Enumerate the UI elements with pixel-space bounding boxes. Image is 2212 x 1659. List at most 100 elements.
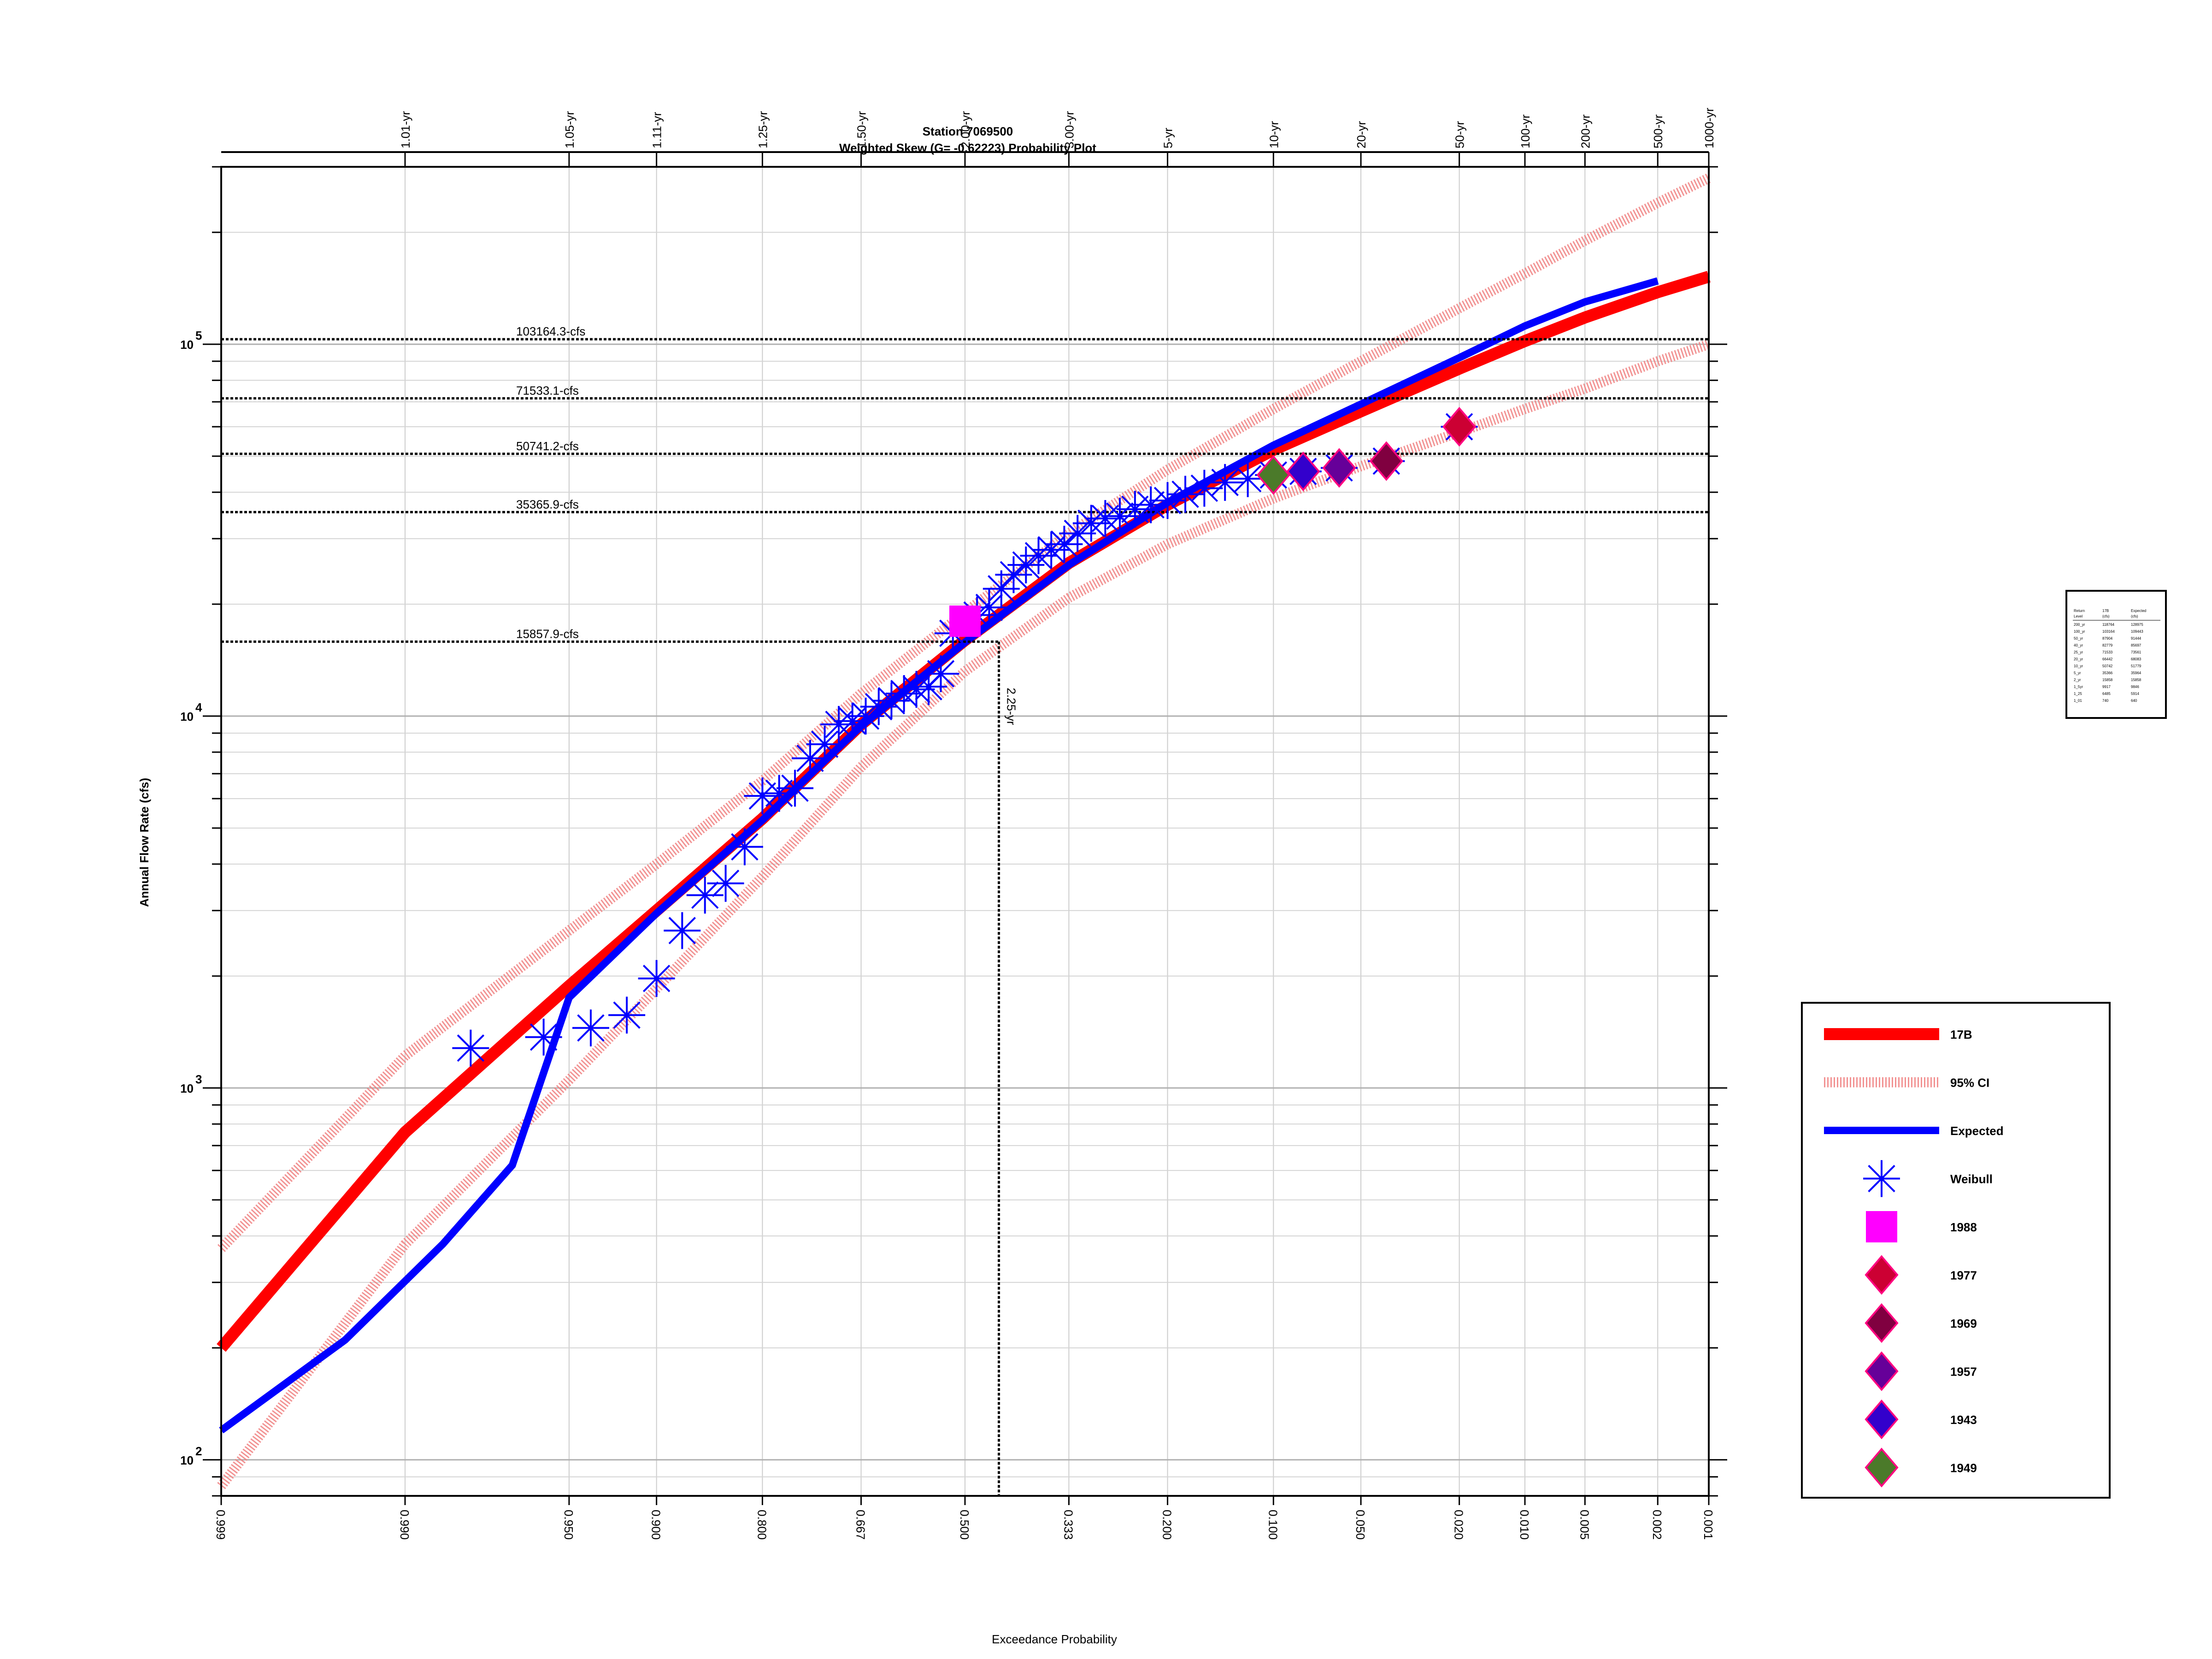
- plot-frame: [203, 151, 1727, 1505]
- table-header-cell: 17B: [2102, 609, 2109, 613]
- top-tick-label: 100-yr: [1518, 114, 1532, 148]
- table-cell: 15858: [2131, 678, 2141, 682]
- legend-swatch-diamond: [1865, 1447, 1899, 1488]
- weibull-point: [1101, 497, 1139, 535]
- x-tick-label: 0.333: [1061, 1510, 1075, 1540]
- marker-1949: [1256, 455, 1290, 495]
- table-cell: 15858: [2102, 678, 2113, 682]
- reference-lines: 103164.3-cfs 71533.1-cfs 50741.2-cfs 35365.…: [221, 324, 1709, 1496]
- weibull-point: [726, 828, 763, 865]
- legend-label: Expected: [1950, 1124, 2004, 1138]
- marker-1957: [1322, 448, 1356, 488]
- x-tick-label: 0.800: [755, 1510, 769, 1540]
- table-box: [2065, 590, 2167, 719]
- table-header-cell: Level: [2074, 614, 2083, 618]
- top-tick-label: 50-yr: [1453, 121, 1467, 148]
- reference-line-label: 50741.2-cfs: [516, 439, 579, 453]
- table-header-cell: Return: [2074, 609, 2085, 613]
- marker-1988: [949, 605, 981, 637]
- legend-label: Weibull: [1950, 1172, 1993, 1186]
- table-cell: 6485: [2102, 692, 2111, 696]
- table-cell: 2_yr: [2074, 678, 2081, 682]
- table-header-cell: Expected: [2131, 609, 2146, 613]
- table-cell: 9846: [2131, 685, 2139, 689]
- x-tick-label: 0.010: [1518, 1510, 1531, 1540]
- marker-1969: [1369, 441, 1403, 481]
- weibull-point: [572, 1009, 609, 1047]
- table-cell: 9917: [2102, 685, 2111, 689]
- x-tick-label: 0.500: [958, 1510, 971, 1540]
- x-tick-label: 0.020: [1452, 1510, 1466, 1540]
- top-tick-label: 10-yr: [1267, 121, 1281, 148]
- x-tick-label: 0.100: [1266, 1510, 1280, 1540]
- reference-line-label: 71533.1-cfs: [516, 383, 579, 397]
- table-cell: 35964: [2131, 671, 2141, 675]
- weibull-point: [820, 706, 858, 743]
- weibull-point: [525, 1018, 562, 1056]
- legend-label: 1949: [1950, 1461, 1977, 1475]
- weibull-point: [806, 726, 843, 763]
- x-tick-label: 0.950: [562, 1510, 576, 1540]
- x-tick-label: 0.990: [398, 1510, 412, 1540]
- table-cell: 66442: [2102, 657, 2113, 661]
- weibull-point: [1116, 491, 1153, 528]
- x-tick-label: 0.001: [1701, 1510, 1715, 1540]
- weibull-point: [1149, 482, 1186, 519]
- weibull-point: [777, 770, 814, 807]
- chart-title: Station 7069500: [923, 124, 1013, 138]
- table-cell: 109443: [2131, 629, 2143, 634]
- table-cell: 1_5yr: [2074, 685, 2083, 689]
- weibull-point: [922, 655, 959, 692]
- vertical-reference-label: 2.25-yr: [1005, 688, 1018, 725]
- x-tick-label: 0.200: [1160, 1510, 1174, 1540]
- top-tick-label: 1.01-yr: [399, 111, 412, 148]
- weibull-point: [744, 777, 781, 815]
- series-expected-line: [219, 277, 1659, 1434]
- table-cell: 50_yr: [2074, 636, 2083, 641]
- weibull-point: [1863, 1160, 1900, 1197]
- chart-subtitle: Weighted Skew (G= -0.62223) Probability …: [839, 141, 1096, 155]
- legend-swatch-diamond: [1865, 1255, 1899, 1295]
- top-tick-label: 1000-yr: [1702, 108, 1716, 148]
- y-axis-title: Annual Flow Rate (cfs): [137, 778, 151, 907]
- weibull-point: [982, 570, 1020, 607]
- table-cell: 5914: [2131, 692, 2139, 696]
- y-tick-exponent: 3: [195, 1072, 202, 1086]
- weibull-point: [760, 775, 798, 812]
- weibull-point: [834, 702, 871, 740]
- table-cell: 740: [2102, 699, 2109, 703]
- weibull-point: [1059, 515, 1096, 552]
- y-tick-exponent: 2: [195, 1444, 202, 1458]
- table-cell: 10_yr: [2074, 664, 2083, 668]
- x-tick-label: 0.667: [854, 1510, 868, 1540]
- x-tick-label: 0.999: [214, 1510, 228, 1540]
- x-tick-labels: 0.999 0.990 0.950 0.900 0.800 0.667 0.500 0.333…: [214, 1510, 1715, 1540]
- top-tick-label: 1.25-yr: [756, 111, 770, 148]
- table-cell: 68083: [2131, 657, 2141, 661]
- table-cell: 50742: [2102, 664, 2113, 668]
- weibull-point: [608, 996, 646, 1034]
- table-cell: 118764: [2102, 623, 2115, 627]
- table-cell: 35366: [2102, 671, 2113, 675]
- legend: 17B 95% CI Expected Weibull 1988 1977 1969 1957…: [1801, 1002, 2111, 1499]
- table-cell: 91444: [2131, 636, 2141, 641]
- top-tick-label: 5-yr: [1161, 128, 1175, 148]
- legend-label: 1988: [1950, 1220, 1977, 1234]
- table-cell: 640: [2131, 699, 2137, 703]
- weibull-point: [1186, 470, 1223, 507]
- top-tick-label: 1.11-yr: [650, 112, 664, 148]
- table-header-cell: (cfs): [2131, 614, 2138, 618]
- top-tick-label: 1.05-yr: [563, 111, 577, 148]
- top-tick-labels: 1.01-yr 1.05-yr 1.11-yr 1.25-yr 1.50-yr 2.00-…: [399, 108, 1716, 148]
- table-cell: 73561: [2131, 650, 2141, 654]
- x-tick-label: 0.005: [1577, 1510, 1591, 1540]
- reference-line-label: 15857.9-cfs: [516, 627, 579, 641]
- top-tick-label: 3.00-yr: [1062, 111, 1076, 148]
- weibull-point: [638, 960, 675, 997]
- table-cell: 25_yr: [2074, 650, 2083, 654]
- table-cell: 85697: [2131, 643, 2141, 647]
- return-level-table: Return 17B Expected Level (cfs) (cfs) 200_yr 11…: [2065, 590, 2167, 719]
- weibull-point: [452, 1030, 489, 1067]
